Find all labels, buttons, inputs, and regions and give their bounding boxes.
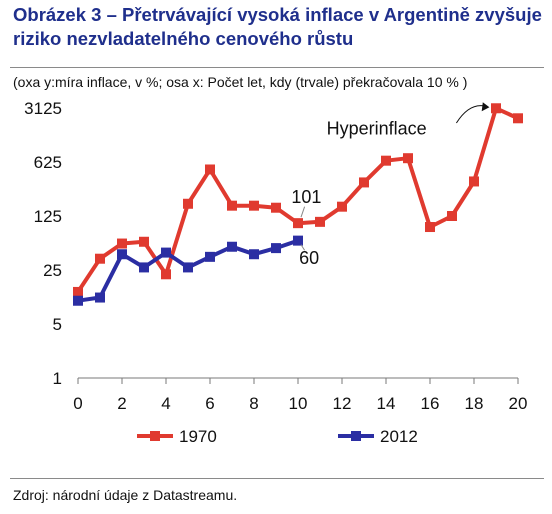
annotation-arrow: [455, 105, 487, 124]
data-point-1970: [513, 113, 523, 124]
data-point-1970: [293, 218, 303, 229]
data-point-1970: [249, 200, 259, 211]
annotation-arrowhead: [481, 102, 490, 112]
series-lines: [73, 103, 523, 306]
data-point-1970: [139, 236, 149, 247]
annotation-101: 101: [291, 187, 321, 207]
data-point-2012: [139, 262, 149, 273]
chart-subtitle: (oxa y:míra inflace, v %; osa x: Počet l…: [13, 74, 468, 90]
y-tick-label: 125: [34, 207, 62, 226]
source-note: Zdroj: národní údaje z Datastreamu.: [13, 487, 238, 503]
leader-60: [300, 244, 306, 251]
annotations: Hyperinflace 101 60: [291, 102, 490, 268]
data-point-1970: [491, 103, 501, 114]
y-tick-label: 3125: [24, 99, 62, 118]
x-tick-label: 10: [289, 394, 308, 413]
title-divider: [10, 67, 544, 68]
data-point-2012: [117, 249, 127, 260]
x-tick-label: 2: [117, 394, 126, 413]
legend-marker-2012: [351, 431, 361, 441]
x-tick-label: 20: [509, 394, 528, 413]
y-tick-label: 1: [53, 369, 62, 388]
legend: 1970 2012: [137, 427, 418, 446]
data-point-1970: [315, 216, 325, 227]
y-tick-label: 5: [53, 315, 62, 334]
data-point-2012: [249, 249, 259, 260]
y-tick-label: 625: [34, 153, 62, 172]
x-tick-label: 0: [73, 394, 82, 413]
data-point-1970: [95, 253, 105, 264]
source-divider: [10, 478, 544, 479]
data-point-2012: [293, 235, 303, 246]
legend-label-1970: 1970: [179, 427, 217, 446]
data-point-1970: [161, 269, 171, 280]
data-point-1970: [73, 286, 83, 297]
data-point-2012: [183, 262, 193, 273]
annotation-60: 60: [299, 248, 319, 268]
data-point-1970: [183, 198, 193, 209]
data-point-2012: [161, 247, 171, 258]
data-point-1970: [403, 153, 413, 164]
data-point-1970: [337, 201, 347, 212]
data-point-2012: [95, 292, 105, 303]
data-point-1970: [425, 222, 435, 233]
data-point-2012: [73, 295, 83, 306]
chart-title: Obrázek 3 – Přetrvávající vysoká inflace…: [13, 4, 542, 49]
data-point-1970: [359, 177, 369, 188]
x-tick-label: 16: [421, 394, 440, 413]
annotation-hyperinflace: Hyperinflace: [327, 118, 427, 138]
chart-axes: 0 2 4 6 8 10 12 14 16 18 20 1 5 25 125 625 3125: [24, 99, 527, 413]
x-tick-label: 14: [377, 394, 396, 413]
x-tick-label: 18: [465, 394, 484, 413]
data-point-1970: [381, 155, 391, 166]
x-tick-label: 6: [205, 394, 214, 413]
y-tick-label: 25: [43, 261, 62, 280]
data-point-2012: [271, 243, 281, 254]
legend-label-2012: 2012: [380, 427, 418, 446]
leader-101: [300, 206, 306, 218]
x-tick-label: 4: [161, 394, 170, 413]
x-tick-label: 12: [333, 394, 352, 413]
data-point-1970: [227, 200, 237, 211]
data-point-2012: [205, 251, 215, 262]
data-point-1970: [447, 211, 457, 221]
data-point-1970: [271, 202, 281, 213]
legend-marker-1970: [150, 431, 160, 441]
x-tick-label: 8: [249, 394, 258, 413]
data-point-1970: [117, 238, 127, 249]
data-point-2012: [227, 241, 237, 252]
data-point-1970: [469, 176, 479, 187]
data-point-1970: [205, 164, 215, 175]
